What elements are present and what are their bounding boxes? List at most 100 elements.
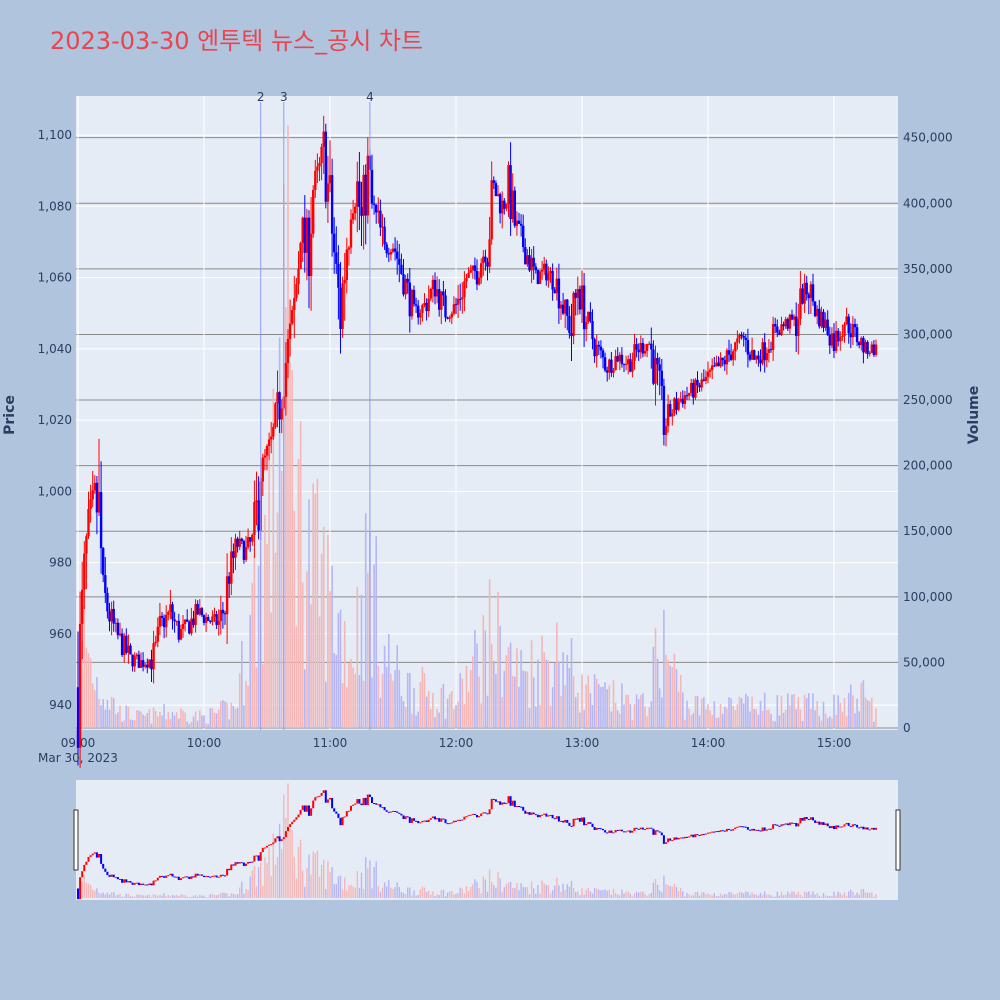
volume-bar [117,712,119,728]
slider-candle [625,831,628,833]
slider-volume-bar [719,893,722,898]
range-slider[interactable] [76,780,898,900]
slider-volume-bar [119,893,121,898]
candle-body [511,190,514,220]
slider-volume-bar [96,888,98,898]
slider-volume-bar [774,896,776,898]
slider-candle [572,818,575,827]
candle-body [272,426,275,437]
slider-volume-bar [814,894,816,898]
slider-candle [721,830,724,832]
slider-candle [604,830,607,833]
candle-body [389,251,393,255]
candle-body [509,165,512,220]
candle-body [480,263,483,278]
slider-volume-bar [272,833,274,898]
slider-volume-bar [556,877,558,898]
candle-body [564,299,567,314]
slider-candle [849,825,852,827]
slider-candle [696,834,699,836]
slider-volume-bar [169,896,172,898]
slider-candle [261,847,264,853]
volume-bar [316,478,319,728]
slider-volume-bar [797,892,799,898]
candle-body [601,350,605,358]
volume-bar [499,625,501,728]
range-slider-left-handle[interactable] [73,809,79,871]
slider-candle [547,815,550,817]
candle-body [486,261,489,267]
volume-bar [175,712,178,728]
slider-volume-bar [629,893,631,898]
volume-bar [791,694,793,728]
volume-bar [612,679,615,728]
slider-candle [236,862,239,864]
candle-body [236,538,239,547]
candle-body [328,175,332,184]
candle-body [851,324,855,338]
slider-candle [494,799,497,802]
slider-candle [805,817,808,820]
volume-bar [150,723,153,728]
slider-volume-bars [77,783,877,898]
volume-bar [417,711,419,728]
candle-body [274,403,277,427]
slider-candle [566,819,569,823]
candle-body [286,338,290,364]
slider-candle [551,814,554,819]
volume-bar [318,616,321,728]
volume-bar [852,695,854,728]
volume-bar [291,370,293,728]
volume-bar [325,681,327,728]
candle-body [853,324,857,328]
candle-body [666,404,670,427]
slider-volume-bar [824,895,827,898]
volume-bar [154,711,157,728]
slider-volume-bar [547,885,550,898]
slider-candle [217,876,220,878]
candle-body [746,339,750,355]
slider-volume-bar [520,883,522,898]
slider-candle [440,818,443,822]
candle-body [215,614,218,625]
slider-volume-bar [104,894,106,898]
candle-body [440,291,443,310]
volume-bar [631,719,634,728]
slider-volume-bar [455,893,457,898]
candle-body [179,628,183,640]
slider-candle [253,855,256,862]
volume-bar [549,705,552,728]
candle-body [442,291,445,296]
volume-bar [121,721,123,728]
slider-candle [215,875,218,878]
slider-candle [257,855,260,861]
candle-body [467,272,470,279]
main-plot-area[interactable] [76,96,898,730]
slider-candle [595,827,598,830]
volume-bar [829,716,831,728]
volume-bar [314,493,317,728]
volume-bar [745,693,747,728]
volume-bar [434,717,436,728]
slider-candle [461,819,464,821]
slider-candle [182,877,184,879]
candle-body [782,324,785,327]
candle-body [549,271,552,274]
slider-candle [702,834,705,836]
slider-volume-bar [333,883,335,898]
slider-volume-bar [262,885,264,898]
range-slider-right-handle[interactable] [895,809,901,871]
slider-volume-bar [484,879,487,898]
candle-body [167,611,170,615]
candle-body [106,592,109,612]
volume-bar [119,705,121,728]
slider-candle [761,827,764,832]
slider-volume-bar [713,892,715,898]
slider-candle [690,834,693,837]
candle-body [597,344,600,347]
volume-bar [570,638,573,728]
volume-bar [812,693,814,728]
slider-candle [282,837,285,840]
slider-candle [121,878,124,883]
slider-candle [518,806,520,808]
